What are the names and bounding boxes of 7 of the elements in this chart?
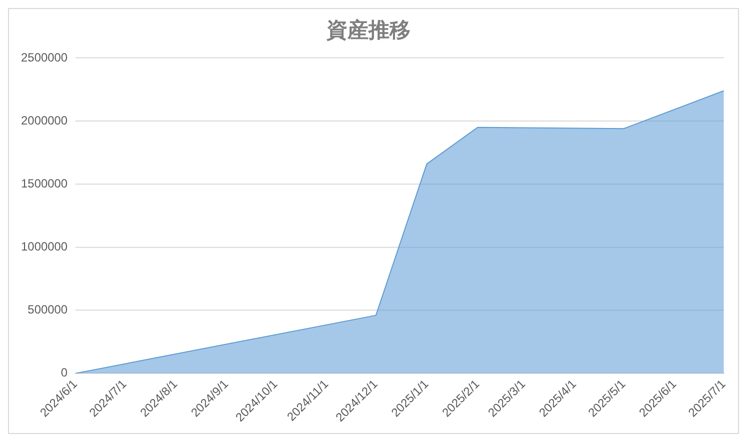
y-tick-label: 500000 (28, 302, 68, 317)
y-tick-label: 1000000 (21, 240, 68, 254)
y-tick-label: 2000000 (21, 113, 68, 128)
y-tick-label: 0 (60, 366, 68, 380)
y-tick-label: 1500000 (21, 176, 68, 190)
chart-title: 資産推移 (325, 18, 411, 42)
y-tick-label: 2500000 (21, 50, 68, 64)
